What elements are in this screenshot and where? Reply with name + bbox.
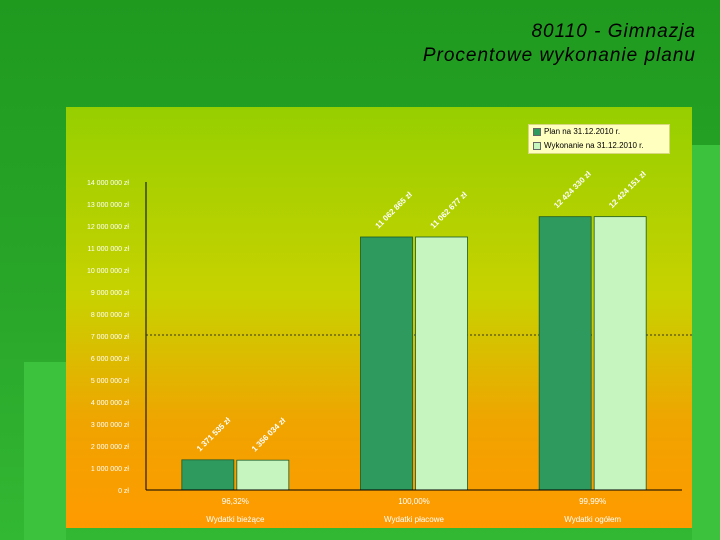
y-tick-label: 8 000 000 zł: [91, 312, 130, 319]
bar-plan: [181, 459, 235, 491]
category-percent-label: 99,99%: [579, 497, 606, 506]
slide-title-line-2: Procentowe wykonanie planu: [422, 45, 696, 66]
y-tick-label: 2 000 000 zł: [91, 444, 130, 451]
bar-wykonanie: [415, 236, 468, 491]
bar-plan: [538, 216, 592, 491]
y-tick-label: 13 000 000 zł: [87, 202, 129, 209]
y-tick-label: 4 000 000 zł: [91, 400, 130, 407]
bar-value-label: 12 424 151 zł: [607, 169, 648, 210]
bar-value-label: 11 062 865 zł: [374, 190, 415, 231]
decor-block-left: [24, 362, 66, 540]
y-tick-label: 9 000 000 zł: [91, 290, 130, 297]
category-label: Wydatki płacowe: [384, 515, 445, 524]
chart-area: 0 zł 1 000 000 zł 2 000 000 zł 3 000 000 zł…: [66, 107, 692, 528]
y-tick-label: 1 000 000 zł: [91, 466, 130, 473]
y-tick-label: 0 zł: [118, 488, 129, 495]
legend-item-wykonanie: Wykonanie na 31.12.2010 r.: [533, 139, 665, 153]
legend-item-plan: Plan na 31.12.2010 r.: [533, 125, 665, 139]
slide-title-line-1: 80110 - Gimnazja: [531, 21, 696, 42]
slide-title: 80110 - Gimnazja Procentowe wykonanie pl…: [96, 20, 696, 68]
decor-block-right: [692, 145, 720, 540]
category-label: Wydatki bieżące: [206, 515, 265, 524]
chart-legend: Plan na 31.12.2010 r. Wykonanie na 31.12…: [528, 124, 670, 154]
bar-plan: [360, 236, 413, 491]
y-tick-label: 10 000 000 zł: [87, 268, 129, 275]
bar-value-label: 12 424 330 zł: [552, 169, 593, 210]
y-tick-label: 12 000 000 zł: [87, 224, 129, 231]
bar-chart: 0 zł 1 000 000 zł 2 000 000 zł 3 000 000 zł…: [87, 169, 692, 524]
y-tick-label: 6 000 000 zł: [91, 356, 130, 363]
legend-label-wykonanie: Wykonanie na 31.12.2010 r.: [544, 141, 644, 150]
legend-swatch-wykonanie: [533, 142, 541, 150]
y-tick-label: 14 000 000 zł: [87, 180, 129, 187]
category-label: Wydatki ogółem: [564, 515, 621, 524]
category-percent-label: 100,00%: [398, 497, 430, 506]
legend-label-plan: Plan na 31.12.2010 r.: [544, 127, 621, 136]
category-percent-label: 96,32%: [222, 497, 249, 506]
y-tick-label: 3 000 000 zł: [91, 422, 130, 429]
legend-swatch-plan: [533, 128, 541, 136]
y-tick-label: 5 000 000 zł: [91, 378, 130, 385]
bar-wykonanie: [236, 459, 290, 491]
y-tick-label: 7 000 000 zł: [91, 334, 130, 341]
y-tick-label: 11 000 000 zł: [87, 246, 129, 253]
bar-value-label: 1 371 535 zł: [195, 415, 233, 453]
bar-value-label: 1 356 034 zł: [250, 416, 288, 454]
bar-wykonanie: [593, 216, 647, 491]
bar-value-label: 11 062 677 zł: [429, 190, 470, 231]
